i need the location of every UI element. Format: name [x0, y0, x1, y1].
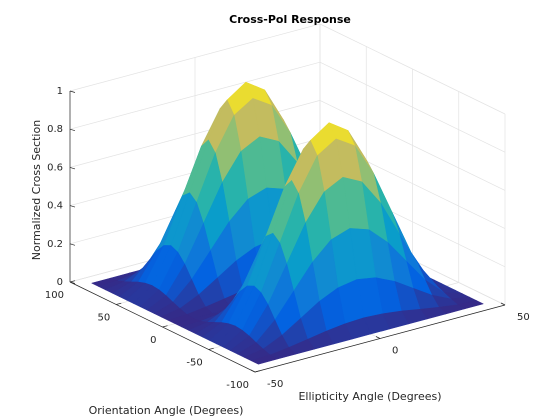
- y-tick-label: 0: [150, 335, 156, 346]
- z-tick: [69, 243, 76, 246]
- z-tick-label: 0.6: [47, 162, 63, 173]
- z-tick-label: 0.2: [47, 239, 63, 250]
- chart-title: Cross-Pol Response: [229, 13, 351, 26]
- z-axis-label: Normalized Cross Section: [30, 120, 43, 260]
- x-tick-label: 0: [392, 346, 398, 357]
- z-tick-label: 1: [57, 86, 63, 97]
- x-tick: [250, 369, 256, 373]
- y-tick: [69, 280, 76, 283]
- surface-patch: [251, 354, 278, 365]
- z-tick: [69, 128, 76, 132]
- surface: [91, 81, 484, 365]
- y-tick-label: 50: [98, 313, 111, 324]
- axes: 0 0.2 0.4 0.6 0.8 1 -100 -50 0 50 100 -50 0 50: [45, 86, 530, 391]
- y-tick: [162, 325, 168, 328]
- y-axis-label: Orientation Angle (Degrees): [89, 404, 244, 417]
- z-tick-label: 0.8: [47, 124, 63, 135]
- z-tick-label: 0: [57, 277, 63, 288]
- z-tick: [69, 205, 76, 208]
- x-tick: [500, 302, 506, 306]
- y-tick: [208, 347, 214, 350]
- x-tick: [375, 336, 381, 339]
- y-tick-label: -50: [186, 358, 202, 369]
- y-tick-label: -100: [226, 380, 249, 391]
- z-tick: [69, 90, 76, 93]
- z-tick-label: 0.4: [47, 201, 63, 212]
- y-tick: [254, 370, 261, 373]
- y-tick: [116, 302, 122, 305]
- y-tick-label: 100: [45, 290, 64, 301]
- z-tick: [69, 167, 76, 170]
- z-tick: [69, 281, 76, 284]
- x-axis-label: Ellipticity Angle (Degrees): [298, 390, 441, 403]
- x-tick-label: -50: [267, 379, 283, 390]
- x-tick-label: 50: [517, 312, 530, 323]
